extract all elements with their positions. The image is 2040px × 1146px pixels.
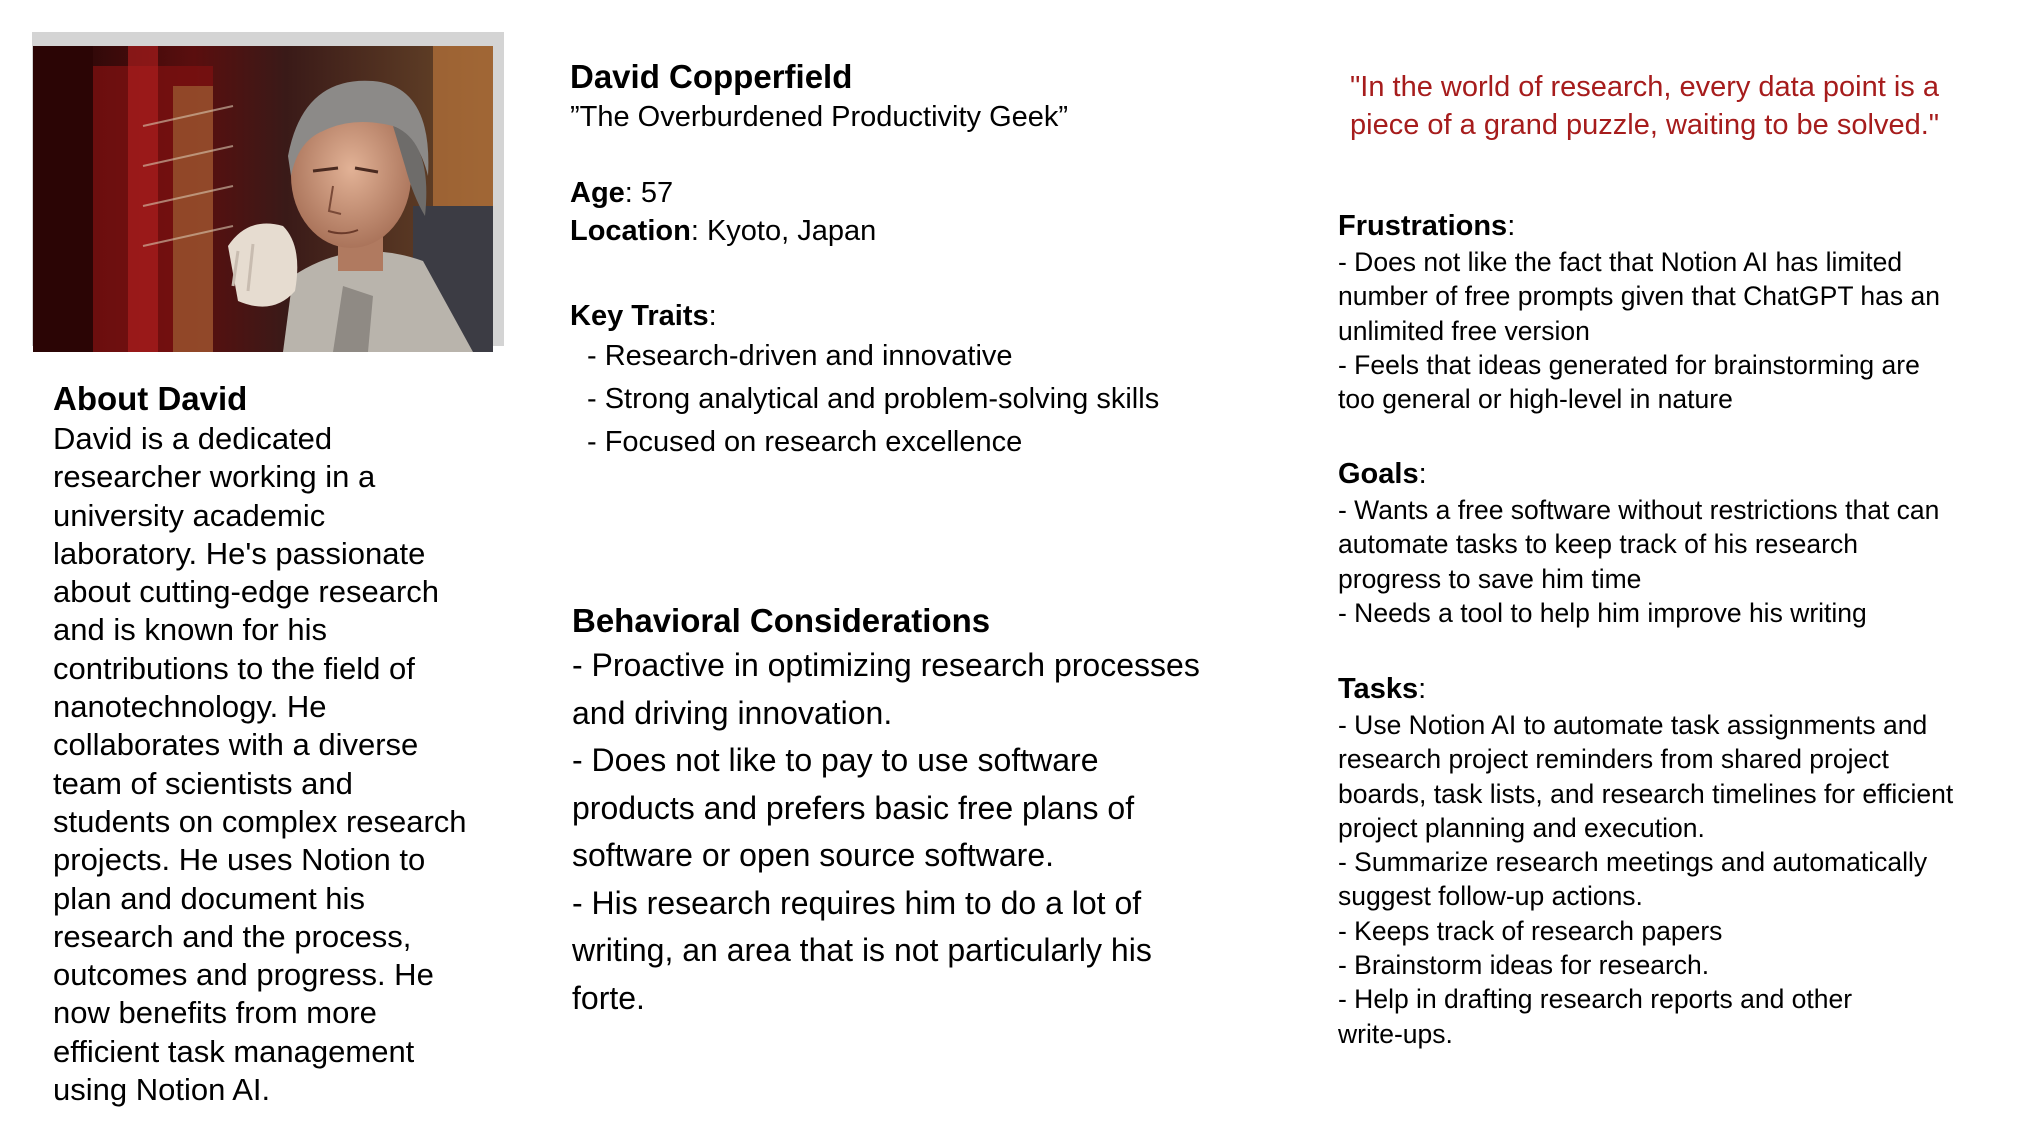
- age-label: Age: [570, 177, 625, 209]
- goals-colon: :: [1418, 458, 1427, 490]
- about-line: plan and document his: [53, 880, 365, 916]
- persona-location: Location: Kyoto, Japan: [570, 212, 1270, 250]
- researcher-photo-illustration: [33, 46, 493, 352]
- behavioral-line: products and prefers basic free plans of: [572, 789, 1135, 826]
- traits-label: Key Traits: [570, 300, 709, 332]
- goal-line: - Wants a free software without restrict…: [1338, 495, 1940, 525]
- about-line: now benefits from more: [53, 995, 377, 1031]
- task-line: research project reminders from shared p…: [1338, 744, 1889, 775]
- tasks-text: - Use Notion AI to automate task assignm…: [1338, 708, 2018, 1051]
- task-line: boards, task lists, and research timelin…: [1338, 778, 1954, 809]
- trait-item: - Research-driven and innovative: [587, 340, 1013, 372]
- frustration-line: - Does not like the fact that Notion AI …: [1338, 247, 1903, 277]
- goals-heading: Goals:: [1338, 455, 2018, 493]
- task-line: suggest follow-up actions.: [1338, 881, 1643, 912]
- about-line: using Notion AI.: [53, 1072, 271, 1108]
- goals-text: - Wants a free software without restrict…: [1338, 493, 2018, 630]
- task-line: - Brainstorm ideas for research.: [1338, 950, 1710, 981]
- behavioral-line: software or open source software.: [572, 837, 1055, 873]
- frustration-line: unlimited free version: [1338, 315, 1590, 346]
- about-line: nanotechnology. He: [53, 689, 327, 725]
- tasks-colon: :: [1418, 673, 1427, 705]
- about-line: research and the process,: [53, 918, 412, 954]
- tasks-section: Tasks: - Use Notion AI to automate task …: [1338, 670, 2018, 1051]
- frustration-line: number of free prompts given that ChatGP…: [1338, 281, 1940, 312]
- frustrations-colon: :: [1507, 210, 1516, 242]
- task-line: - Use Notion AI to automate task assignm…: [1338, 710, 1928, 740]
- about-line: students on complex research: [53, 803, 467, 839]
- about-line: contributions to the field of: [53, 650, 415, 686]
- frustration-line: too general or high-level in nature: [1338, 384, 1733, 415]
- about-section: About David David is a dedicated researc…: [53, 378, 493, 1109]
- trait-item: - Strong analytical and problem-solving …: [587, 383, 1160, 415]
- about-line: collaborates with a diverse: [53, 727, 419, 763]
- frustrations-heading: Frustrations:: [1338, 207, 2018, 245]
- quote-line: "In the world of research, every data po…: [1350, 71, 1939, 103]
- behavioral-line: forte.: [572, 979, 645, 1016]
- behavioral-heading: Behavioral Considerations: [572, 602, 991, 639]
- goals-section: Goals: - Wants a free software without r…: [1338, 455, 2018, 630]
- behavioral-line: writing, an area that is not particularl…: [572, 932, 1152, 968]
- tasks-heading: Tasks:: [1338, 670, 2018, 708]
- behavioral-line: - Does not like to pay to use software: [572, 742, 1099, 778]
- task-line: - Summarize research meetings and automa…: [1338, 847, 1928, 878]
- behavioral-line: - Proactive in optimizing research proce…: [572, 647, 1200, 683]
- persona-name: David Copperfield: [570, 58, 853, 95]
- behavioral-text: - Proactive in optimizing research proce…: [572, 642, 1272, 1022]
- frustrations-text: - Does not like the fact that Notion AI …: [1338, 245, 2018, 416]
- frustration-line: - Feels that ideas generated for brainst…: [1338, 349, 1920, 380]
- location-label: Location: [570, 215, 691, 247]
- frustrations-label: Frustrations: [1338, 210, 1508, 242]
- researcher-photo: [33, 46, 493, 352]
- goal-line: progress to save him time: [1338, 563, 1642, 594]
- about-line: David is a dedicated: [53, 421, 333, 456]
- goals-label: Goals: [1338, 458, 1419, 490]
- age-value: : 57: [624, 177, 674, 209]
- task-line: - Keeps track of research papers: [1338, 915, 1723, 946]
- traits-colon: :: [708, 300, 717, 332]
- quote-line: piece of a grand puzzle, waiting to be s…: [1350, 109, 1940, 141]
- tasks-label: Tasks: [1338, 673, 1419, 705]
- location-value: : Kyoto, Japan: [690, 215, 877, 247]
- about-line: and is known for his: [53, 612, 327, 648]
- persona-quote: "In the world of research, every data po…: [1350, 68, 2010, 144]
- frustrations-section: Frustrations: - Does not like the fact t…: [1338, 207, 2018, 416]
- behavioral-section: Behavioral Considerations - Proactive in…: [572, 600, 1272, 1022]
- goal-line: automate tasks to keep track of his rese…: [1338, 529, 1858, 560]
- about-line: outcomes and progress. He: [53, 957, 434, 993]
- trait-item: - Focused on research excellence: [587, 426, 1023, 458]
- about-line: team of scientists and: [53, 765, 353, 801]
- about-line: projects. He uses Notion to: [53, 842, 426, 878]
- about-heading: About David: [53, 380, 248, 417]
- task-line: write-ups.: [1338, 1018, 1453, 1049]
- behavioral-line: and driving innovation.: [572, 694, 893, 731]
- about-text: David is a dedicated researcher working …: [53, 420, 493, 1109]
- about-line: laboratory. He's passionate: [53, 535, 426, 571]
- goal-line: - Needs a tool to help him improve his w…: [1338, 597, 1867, 628]
- about-line: researcher working in a: [53, 459, 376, 495]
- task-line: - Help in drafting research reports and …: [1338, 984, 1853, 1015]
- task-line: project planning and execution.: [1338, 812, 1705, 843]
- about-line: efficient task management: [53, 1033, 415, 1069]
- behavioral-line: - His research requires him to do a lot …: [572, 884, 1142, 921]
- persona-tagline: ”The Overburdened Productivity Geek”: [570, 101, 1069, 133]
- about-line: about cutting-edge research: [53, 574, 440, 610]
- about-line: university academic: [53, 497, 326, 533]
- persona-section: David Copperfield ”The Overburdened Prod…: [570, 56, 1270, 464]
- traits-heading: Key Traits:: [570, 297, 1270, 335]
- persona-age: Age: 57: [570, 174, 1270, 212]
